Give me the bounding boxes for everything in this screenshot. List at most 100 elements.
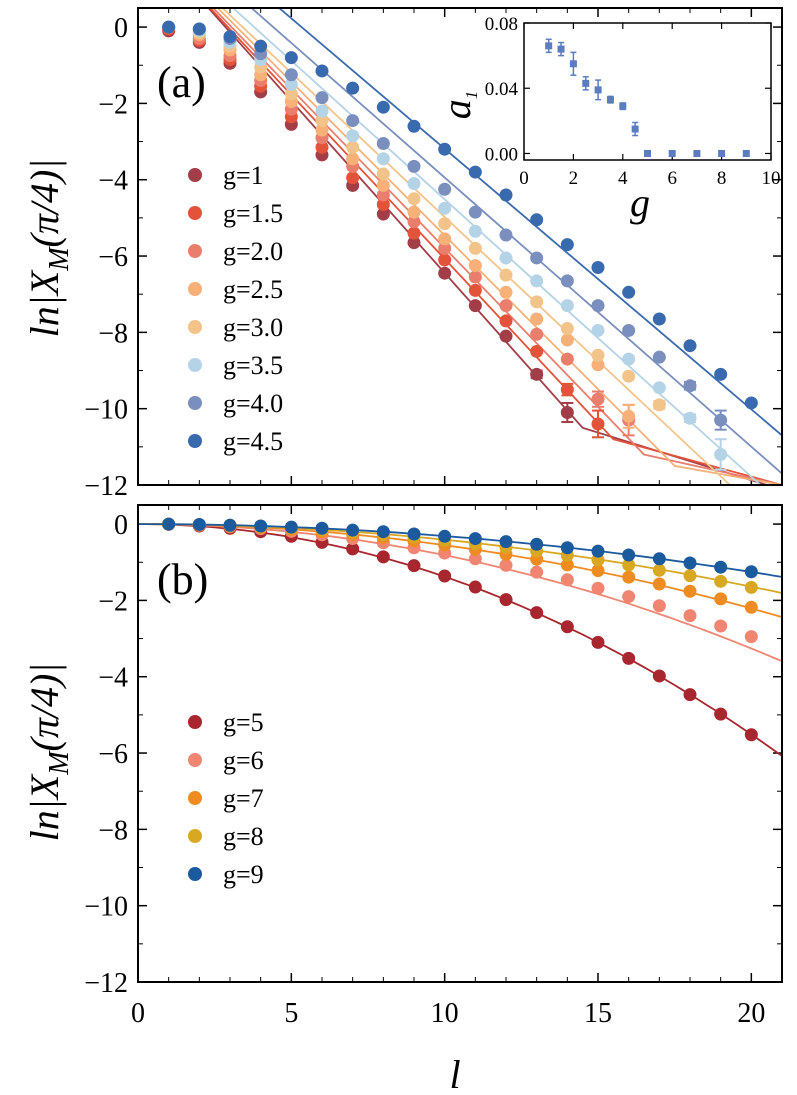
data-point-a-g-1-5 bbox=[560, 383, 574, 397]
data-point-a-g-4-5 bbox=[346, 81, 360, 95]
data-point-b-g-5 bbox=[560, 620, 574, 634]
data-point-a-g-2-0 bbox=[438, 241, 452, 255]
inset-frame bbox=[523, 22, 772, 161]
data-point-b-g-5 bbox=[376, 550, 390, 564]
data-point-b-g-9 bbox=[622, 548, 636, 562]
data-point-a-g-3-5 bbox=[591, 323, 605, 337]
data-point-a-g-3-0 bbox=[346, 140, 360, 154]
data-point-b-g-7 bbox=[591, 564, 605, 578]
data-point-a-g-3-0 bbox=[468, 241, 482, 255]
data-point-a-g-1-5 bbox=[315, 140, 329, 154]
data-point-b-g-6 bbox=[683, 609, 697, 623]
data-point-a-g-2-5 bbox=[591, 358, 605, 372]
inset-data-point bbox=[619, 102, 627, 110]
legend-entry-a: g=1.5 bbox=[223, 199, 283, 228]
fit-line-a-g-3-0 bbox=[221, 8, 782, 485]
data-point-a-g-3-5 bbox=[560, 299, 574, 313]
data-point-b-g-7 bbox=[683, 584, 697, 598]
inset-data-point bbox=[557, 45, 565, 53]
data-point-a-g-4-5 bbox=[315, 64, 329, 78]
data-point-a-g-3-0 bbox=[652, 398, 666, 412]
legend-entry-a: g=4.0 bbox=[223, 389, 283, 418]
data-point-a-g-1-5 bbox=[591, 417, 605, 431]
data-point-a-g-2-5 bbox=[468, 259, 482, 273]
panel-b-ytick-label: −8 bbox=[98, 815, 128, 846]
data-point-a-g-4-5 bbox=[652, 312, 666, 326]
data-point-a-g-4-5 bbox=[438, 142, 452, 156]
panel-b-xtick-label: 5 bbox=[284, 998, 298, 1029]
legend-entry-b: g=5 bbox=[223, 708, 264, 737]
data-point-b-g-8 bbox=[714, 574, 728, 588]
data-point-b-g-6 bbox=[530, 565, 544, 579]
fit-line-a-g-4-0 bbox=[250, 8, 782, 475]
data-point-a-g-2-0 bbox=[407, 215, 421, 229]
data-point-b-g-5 bbox=[346, 542, 360, 556]
data-point-a-g-3-5 bbox=[315, 104, 329, 118]
data-point-a-g-1-5 bbox=[499, 314, 513, 328]
data-point-b-g-9 bbox=[714, 560, 728, 574]
data-point-a-g-1 bbox=[560, 405, 574, 419]
data-point-a-g-3-0 bbox=[438, 217, 452, 231]
data-point-b-g-6 bbox=[499, 558, 513, 572]
data-point-a-g-3-5 bbox=[376, 152, 390, 166]
panel-b-xtick-label: 20 bbox=[737, 998, 765, 1029]
data-point-a-g-1 bbox=[407, 236, 421, 250]
data-point-b-g-9 bbox=[438, 529, 452, 543]
data-point-a-g-4-0 bbox=[315, 91, 329, 105]
fit-line-b-g-5 bbox=[138, 523, 782, 757]
data-point-a-g-3-0 bbox=[560, 322, 574, 336]
data-point-a-g-1 bbox=[376, 207, 390, 221]
data-point-a-g-3-0 bbox=[591, 348, 605, 362]
legend-marker-a bbox=[188, 358, 202, 372]
panel-a-ylabel-post: (π/4)| bbox=[22, 159, 67, 248]
inset-data-point bbox=[668, 149, 676, 157]
panel-b-ytick-label: −2 bbox=[98, 586, 128, 617]
data-point-a-g-4-0 bbox=[560, 274, 574, 288]
data-point-a-g-2-0 bbox=[591, 392, 605, 406]
data-point-a-g-2-0 bbox=[530, 327, 544, 341]
data-point-b-g-6 bbox=[652, 599, 666, 613]
panel-b-ylabel: ln|XM(π/4)| bbox=[22, 663, 75, 842]
data-point-b-g-9 bbox=[591, 544, 605, 558]
panel-a-label: (a) bbox=[157, 58, 206, 107]
data-point-a-g-3-5 bbox=[468, 224, 482, 238]
data-point-a-g-4-0 bbox=[714, 413, 728, 427]
panel-a-ytick-label: −2 bbox=[98, 89, 128, 120]
data-point-a-g-4-0 bbox=[284, 68, 298, 82]
data-point-a-g-4-5 bbox=[192, 22, 206, 36]
inset-ytick-label: 0.04 bbox=[485, 79, 519, 100]
legend-marker-b bbox=[188, 829, 202, 843]
data-point-a-g-3-5 bbox=[284, 77, 298, 91]
data-point-a-g-2-0 bbox=[376, 188, 390, 202]
data-point-a-g-3-5 bbox=[683, 411, 697, 425]
panel-a-inset: 0 2 4 6 8 10 0.00 0.04 0.08 a1 g bbox=[434, 14, 781, 225]
data-point-b-g-8 bbox=[744, 580, 758, 594]
data-point-b-g-5 bbox=[438, 569, 452, 583]
data-point-a-g-3-0 bbox=[499, 268, 513, 282]
legend-marker-a bbox=[188, 206, 202, 220]
data-point-b-g-7 bbox=[622, 570, 636, 584]
legend-marker-b bbox=[188, 867, 202, 881]
panel-b-ytick-label: −10 bbox=[84, 892, 128, 923]
panel-b-ylabel-pre: ln|X bbox=[22, 773, 67, 841]
data-point-a-g-4-0 bbox=[438, 182, 452, 196]
inset-data-point bbox=[644, 149, 651, 157]
inset-xtick-label: 6 bbox=[667, 168, 677, 189]
data-point-a-g-4-5 bbox=[284, 51, 298, 65]
fit-line-b-g-9 bbox=[138, 523, 782, 578]
data-point-a-g-3-5 bbox=[499, 251, 513, 265]
panel-a-ylabel: ln|XM(π/4)| bbox=[22, 159, 75, 338]
panel-b-xlabel: l bbox=[449, 1052, 460, 1095]
data-point-a-g-1-5 bbox=[346, 171, 360, 185]
inset-xtick-label: 8 bbox=[717, 168, 727, 189]
inset-data-point bbox=[569, 60, 577, 68]
panel-b-ytick-label: 0 bbox=[114, 510, 128, 541]
inset-data-point bbox=[693, 149, 701, 157]
legend-entry-b: g=9 bbox=[223, 860, 264, 889]
fit-line-b-g-6 bbox=[138, 523, 782, 663]
data-point-a-g-1-5 bbox=[438, 253, 452, 267]
data-point-b-g-7 bbox=[560, 558, 574, 572]
data-point-a-g-3-0 bbox=[284, 87, 298, 101]
data-point-a-g-3-5 bbox=[438, 201, 452, 215]
legend-entry-a: g=4.5 bbox=[223, 427, 283, 456]
